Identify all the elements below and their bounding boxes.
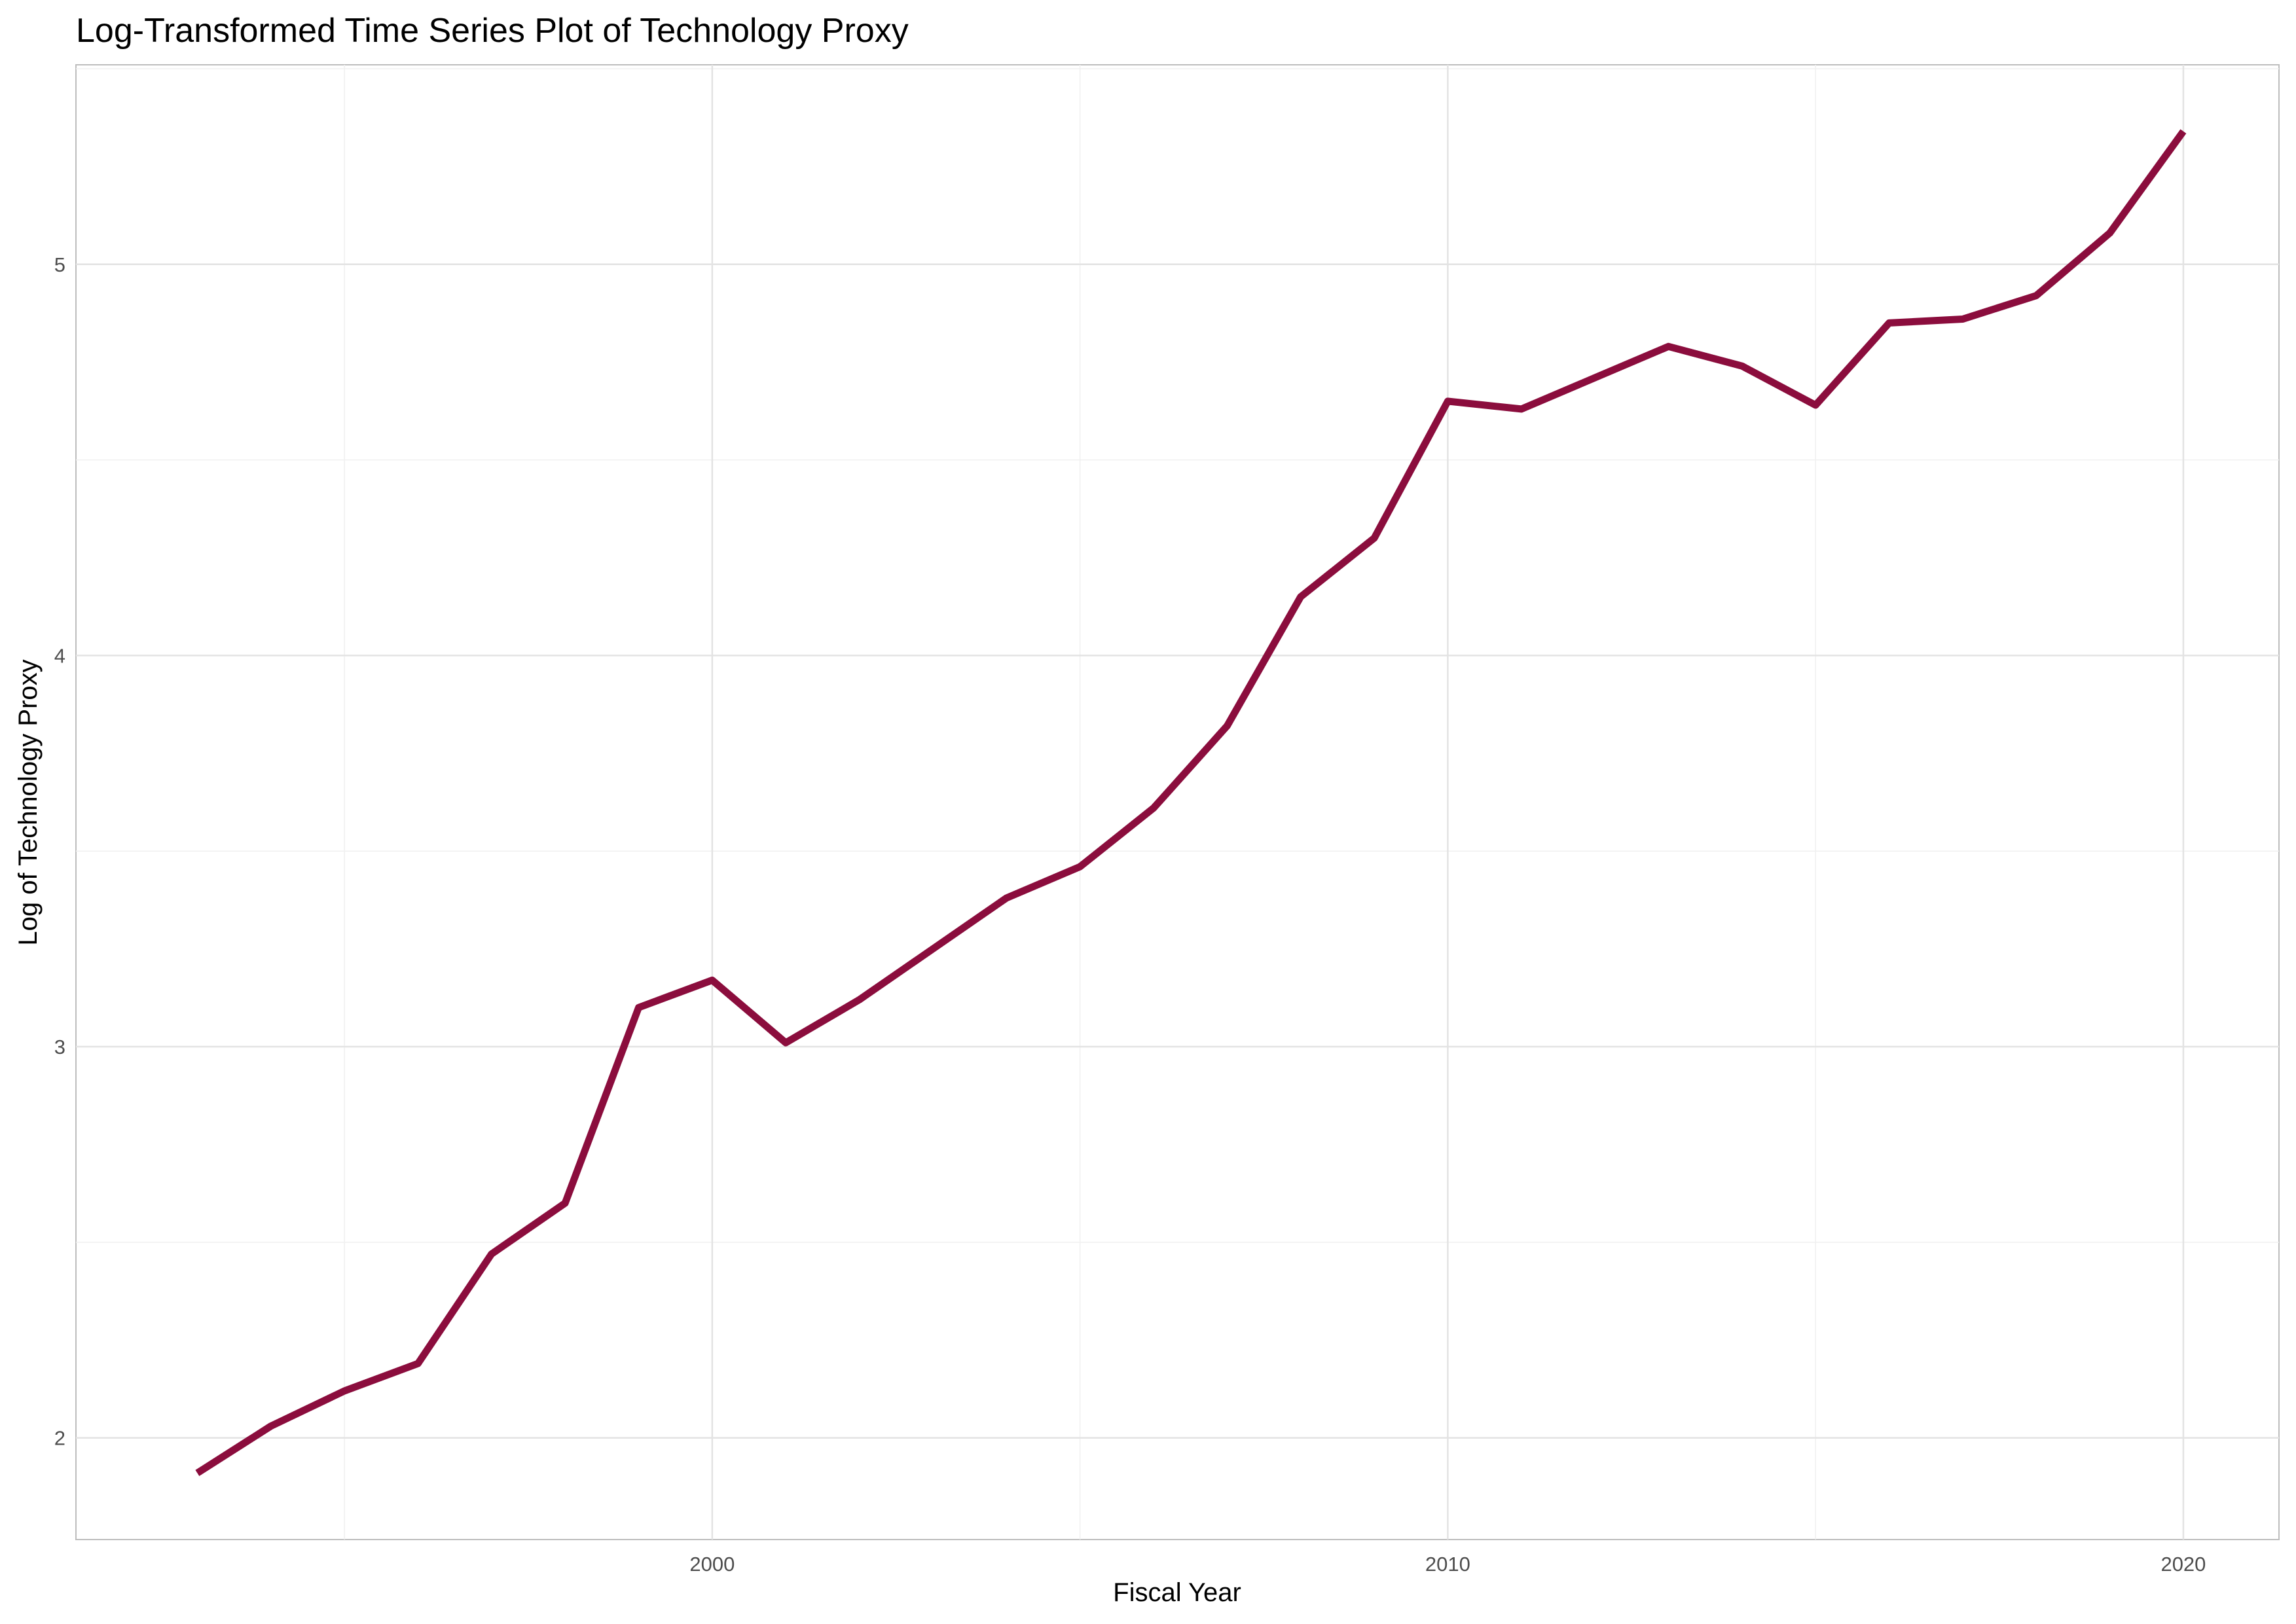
series-line [195,129,2187,1477]
x-tick-label: 2010 [1425,1553,1470,1576]
x-tick-label: 2000 [689,1553,735,1576]
y-tick-label: 4 [54,644,65,667]
y-axis-title: Log of Technology Proxy [14,659,43,945]
chart-title: Log-Transformed Time Series Plot of Tech… [76,12,909,50]
x-tick-label: 2020 [2160,1553,2206,1576]
x-axis-title: Fiscal Year [1113,1578,1241,1607]
tick-labels: 2000 2010 2020 2 3 4 5 [54,253,2206,1576]
minor-gridlines [76,65,2279,1540]
y-tick-label: 5 [54,253,65,276]
major-gridlines [76,65,2279,1540]
y-tick-label: 2 [54,1427,65,1450]
y-tick-label: 3 [54,1036,65,1058]
series-layer [195,129,2187,1477]
plot-panel [75,64,2280,1540]
